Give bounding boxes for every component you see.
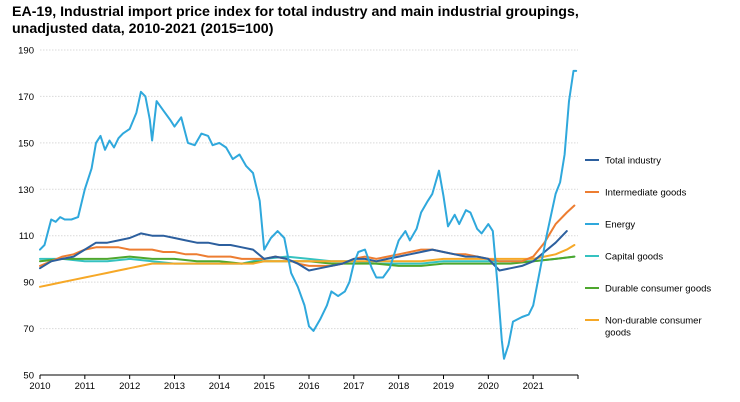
- series-line-energy: [39, 69, 578, 360]
- legend-label-total-industry: Total industry: [605, 156, 661, 167]
- y-tick-label-70: 70: [23, 324, 34, 335]
- x-tick-label-2011: 2011: [75, 381, 95, 392]
- x-tick-label-2014: 2014: [209, 381, 230, 392]
- legend-label-non-durable-consumer-goods-1: goods: [605, 328, 631, 339]
- x-tick-label-2017: 2017: [343, 381, 364, 392]
- x-tick-label-2018: 2018: [388, 381, 409, 392]
- x-tick-label-2020: 2020: [478, 381, 499, 392]
- y-tick-label-190: 190: [18, 46, 34, 57]
- x-tick-label-2016: 2016: [298, 381, 319, 392]
- series-line-total-industry: [39, 230, 568, 272]
- x-tick-label-2015: 2015: [254, 381, 275, 392]
- legend-label-capital-goods: Capital goods: [605, 252, 663, 263]
- legend-label-intermediate-goods: Intermediate goods: [605, 188, 687, 199]
- series-line-capital-goods: [39, 255, 576, 265]
- y-tick-label-130: 130: [18, 185, 34, 196]
- legend-label-non-durable-consumer-goods: Non-durable consumer: [605, 316, 702, 327]
- y-tick-label-90: 90: [23, 278, 34, 289]
- chart-title: EA-19, Industrial import price index for…: [12, 4, 732, 38]
- x-tick-label-2012: 2012: [119, 381, 140, 392]
- y-tick-label-50: 50: [23, 371, 34, 382]
- legend-label-energy: Energy: [605, 220, 635, 231]
- y-tick-label-110: 110: [19, 231, 34, 242]
- x-tick-label-2019: 2019: [433, 381, 454, 392]
- y-tick-label-150: 150: [18, 138, 34, 149]
- legend-label-durable-consumer-goods: Durable consumer goods: [605, 284, 711, 295]
- x-tick-label-2021: 2021: [523, 381, 544, 392]
- x-tick-label-2013: 2013: [164, 381, 185, 392]
- chart-title-line-1: EA-19, Industrial import price index for…: [12, 4, 579, 20]
- y-tick-label-170: 170: [18, 92, 34, 103]
- x-tick-label-2010: 2010: [29, 381, 50, 392]
- chart-title-line-2: unadjusted data, 2010-2021 (2015=100): [12, 21, 274, 37]
